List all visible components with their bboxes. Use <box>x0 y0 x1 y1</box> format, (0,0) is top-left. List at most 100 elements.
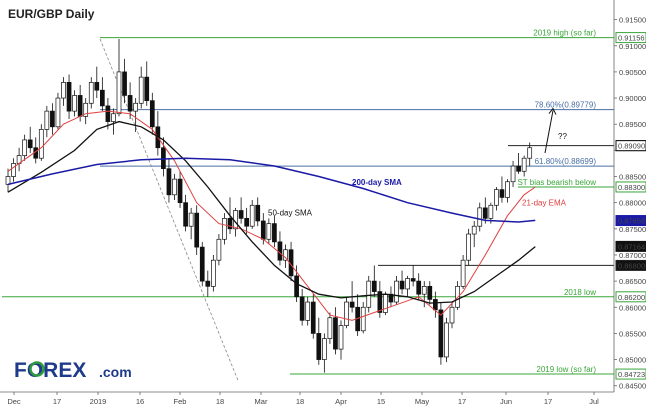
candle-body <box>444 322 449 358</box>
price-tag <box>615 140 646 152</box>
candle-body <box>99 89 105 107</box>
x-tick-label: 18 <box>216 397 224 406</box>
y-tick-label: 0.90500 <box>619 68 646 77</box>
level-label: 78.60%(0.89779) <box>535 101 597 110</box>
question-marks: ?? <box>558 132 567 141</box>
x-tick-label: May <box>415 397 429 406</box>
candle-body <box>416 280 422 295</box>
candle-body <box>327 317 333 340</box>
sma50-line <box>7 120 536 304</box>
candle-body <box>55 97 61 128</box>
candle-body <box>394 280 399 303</box>
x-tick-label: Dec <box>7 397 21 406</box>
candle-body <box>183 202 188 227</box>
candle-body <box>371 280 377 292</box>
candle-body <box>211 259 216 287</box>
candle-body <box>360 306 366 332</box>
y-tick-label: 0.89500 <box>619 120 646 129</box>
candle-body <box>177 178 183 204</box>
candle-body <box>421 285 427 295</box>
candle-body <box>222 218 227 240</box>
x-tick-label: Jul <box>589 397 599 406</box>
x-tick-label: 17 <box>544 397 552 406</box>
arrowhead-icon <box>548 107 557 115</box>
candle-body <box>127 95 133 112</box>
level-tag <box>615 181 646 193</box>
candle-body <box>122 71 127 96</box>
level-label: 2019 low (so far) <box>536 365 596 374</box>
level-tag <box>615 32 646 44</box>
candle-body <box>438 309 444 358</box>
candle-body <box>116 71 122 115</box>
candle-body <box>466 233 471 261</box>
y-tick-label: 0.88000 <box>619 199 646 208</box>
level-tag-text: 0.86200 <box>618 293 645 302</box>
candle-body <box>482 207 488 219</box>
candle-body <box>388 293 394 303</box>
candle-body <box>299 296 305 321</box>
level-tag <box>615 368 646 380</box>
x-tick-label: Mar <box>255 397 268 406</box>
sma50-label: 50-day SMA <box>268 209 313 218</box>
candle-body <box>72 95 77 112</box>
price-tag <box>615 240 646 252</box>
projection-arrow <box>544 110 554 154</box>
y-tick-label: 0.84500 <box>619 382 646 391</box>
candle-body <box>133 102 138 112</box>
candle-body <box>460 259 466 287</box>
candle-body <box>5 176 11 185</box>
candle-body <box>50 110 55 128</box>
candle-body <box>61 82 66 99</box>
candle-body <box>83 102 89 117</box>
price-tag-text: 0.87164 <box>618 242 645 251</box>
candle-body <box>166 168 172 196</box>
logo-o-icon <box>29 361 45 377</box>
y-tick-label: 0.91500 <box>619 16 646 25</box>
chart-title: EUR/GBP Daily <box>8 7 95 21</box>
candle-body <box>66 82 72 112</box>
level-label: 61.80%(0.88699) <box>535 157 597 166</box>
candle-body <box>94 82 100 91</box>
y-tick-label: 0.85500 <box>619 329 646 338</box>
candle-body <box>316 333 322 360</box>
candle-body <box>255 204 261 222</box>
candle-body <box>383 293 388 313</box>
candle-body <box>44 110 50 130</box>
candle-body <box>499 189 505 198</box>
logo-brand: FOREX <box>14 359 86 382</box>
candle-body <box>272 223 277 243</box>
candle-body <box>405 278 410 290</box>
candle-body <box>449 306 455 324</box>
y-tick-label: 0.86500 <box>619 277 646 286</box>
price-tag <box>615 215 646 227</box>
candle-body <box>366 280 372 308</box>
candle-body <box>399 280 405 290</box>
candle-body <box>283 249 288 261</box>
x-tick-label: 2019 <box>90 397 107 406</box>
x-tick-label: 16 <box>136 397 144 406</box>
candle-body <box>305 301 311 321</box>
candle-body <box>488 204 494 219</box>
candle-body <box>310 301 316 334</box>
level-label: ST bias bearish below <box>517 178 596 187</box>
level-tag-text: 0.88300 <box>618 183 645 192</box>
y-tick-label: 0.86000 <box>619 303 646 312</box>
x-tick-label: 17 <box>53 397 61 406</box>
y-tick-label: 0.90000 <box>619 94 646 103</box>
x-tick-label: 15 <box>377 397 385 406</box>
level-label: 2019 high (so far) <box>533 29 596 38</box>
candle-body <box>205 280 211 287</box>
candle-body <box>11 163 16 177</box>
candle-body <box>333 317 338 350</box>
x-tick-label: 18 <box>296 397 304 406</box>
candle-body <box>510 165 516 183</box>
forex-logo: FOREX .com <box>14 359 132 382</box>
candle-body <box>105 105 111 122</box>
candle-body <box>199 246 205 282</box>
candle-body <box>477 207 483 227</box>
candle-body <box>216 238 222 261</box>
candle-body <box>516 165 521 172</box>
candle-body <box>227 218 233 230</box>
